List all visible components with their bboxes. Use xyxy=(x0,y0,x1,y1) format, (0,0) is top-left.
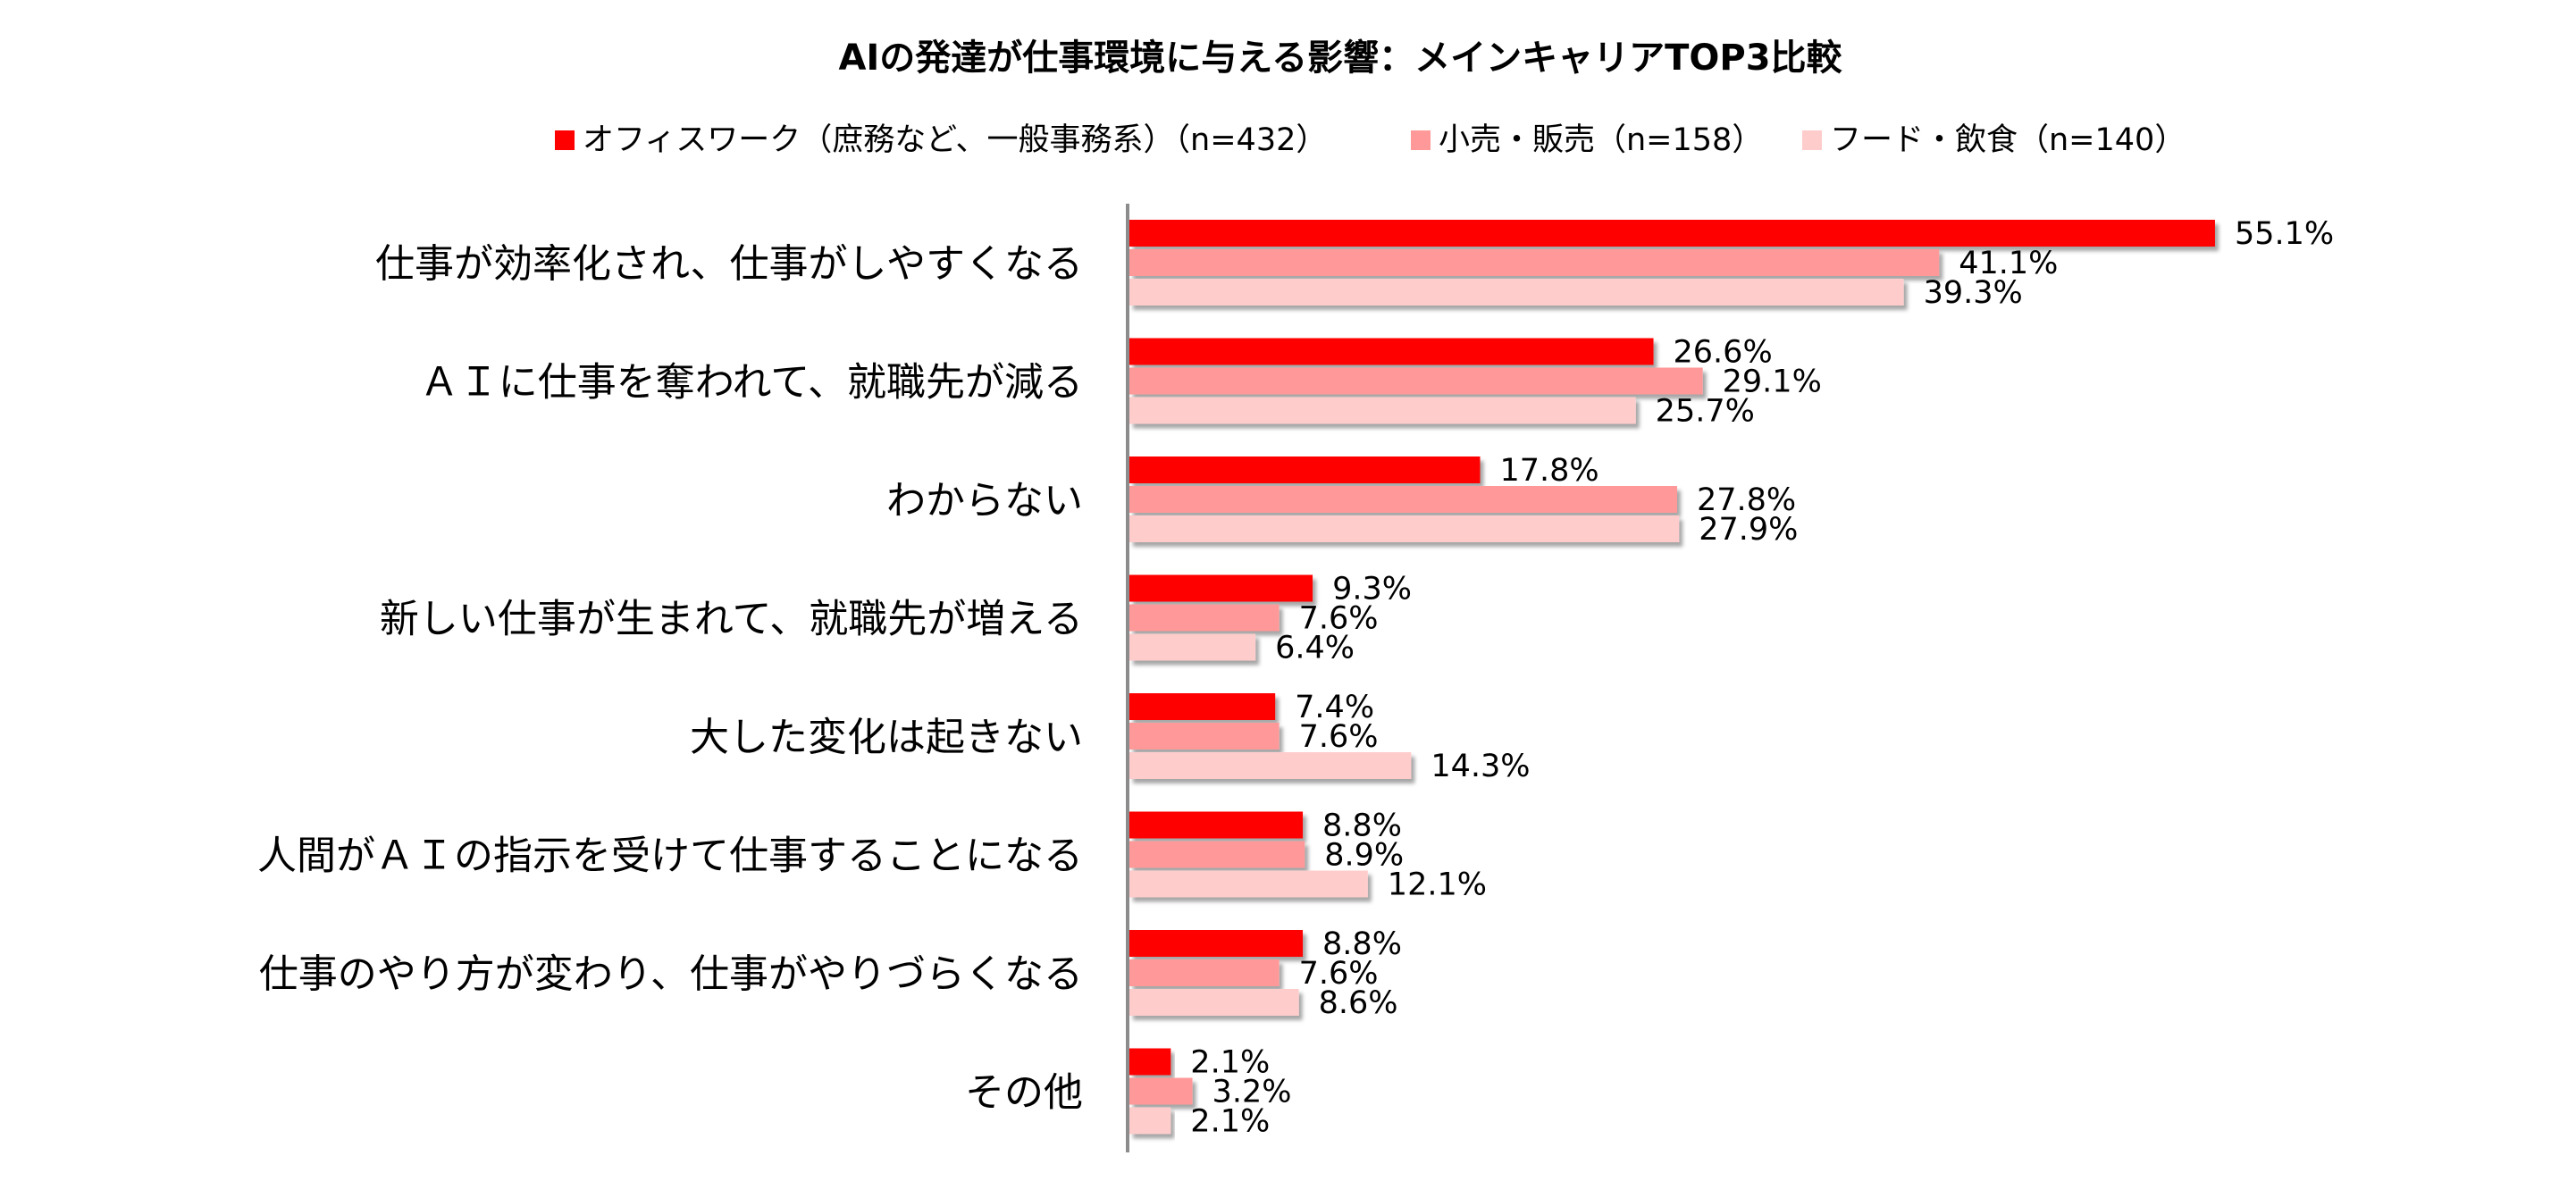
bars xyxy=(1129,220,2215,1135)
bar-4-series-1 xyxy=(1129,574,1313,602)
category-label-7: 仕事のやり方が変わり、仕事がやりづらくなる xyxy=(259,951,1083,997)
bar-5-series-2 xyxy=(1129,723,1280,750)
category-label-1: 仕事が効率化され、仕事がしやすくなる xyxy=(375,241,1083,287)
category-label-8: その他 xyxy=(965,1070,1083,1116)
bar-6-series-2 xyxy=(1129,841,1305,868)
value-label-2-series-1: 26.6% xyxy=(1674,335,1773,371)
bar-3-series-1 xyxy=(1129,456,1481,483)
value-label-4-series-2: 7.6% xyxy=(1299,601,1379,637)
bar-5-series-3 xyxy=(1129,752,1412,779)
value-label-1-series-1: 55.1% xyxy=(2235,216,2334,252)
value-label-6-series-1: 8.8% xyxy=(1322,808,1402,844)
bar-6-series-3 xyxy=(1129,870,1368,898)
legend: オフィスワーク（庶務など、一般事務系）（n=432） 小売・販売（n=158） フー… xyxy=(555,122,2186,158)
bar-2-series-2 xyxy=(1129,367,1703,395)
category-label-4: 新しい仕事が生まれて、就職先が増える xyxy=(380,597,1083,642)
bar-8-series-1 xyxy=(1129,1048,1171,1076)
legend-label-1: オフィスワーク（庶務など、一般事務系）（n=432） xyxy=(583,122,1327,158)
value-label-5-series-1: 7.4% xyxy=(1295,690,1374,725)
legend-swatch-3 xyxy=(1802,130,1822,150)
bar-7-series-3 xyxy=(1129,989,1299,1016)
bar-5-series-1 xyxy=(1129,693,1276,720)
value-label-2-series-3: 25.7% xyxy=(1656,394,1755,430)
value-label-5-series-3: 14.3% xyxy=(1431,749,1530,784)
value-labels: 55.1% 41.1%39.3% 26.6%29.1%25.7% 17.8% 27.8%… xyxy=(1190,216,2334,1140)
legend-label-3: フード・飲食（n=140） xyxy=(1830,122,2186,158)
value-label-1-series-2: 41.1% xyxy=(1959,246,2058,281)
value-label-3-series-1: 17.8% xyxy=(1499,453,1598,489)
bar-3-series-2 xyxy=(1129,486,1677,513)
bar-2-series-1 xyxy=(1129,338,1654,365)
chart-title: AIの発達が仕事環境に与える影響：メインキャリアTOP3比較 xyxy=(838,38,1842,79)
category-label-3: わからない xyxy=(886,478,1083,523)
value-label-3-series-2: 27.8% xyxy=(1697,482,1796,518)
value-label-3-series-3: 27.9% xyxy=(1699,512,1798,548)
category-label-6: 人間がＡＩの指示を受けて仕事することになる xyxy=(257,833,1083,879)
value-label-8-series-3: 2.1% xyxy=(1190,1104,1270,1140)
bar-8-series-3 xyxy=(1129,1107,1171,1135)
value-label-1-series-3: 39.3% xyxy=(1924,275,2023,311)
value-label-8-series-1: 2.1% xyxy=(1190,1045,1270,1081)
bar-1-series-3 xyxy=(1129,279,1904,306)
bar-4-series-2 xyxy=(1129,604,1280,632)
bar-4-series-3 xyxy=(1129,633,1256,661)
category-labels: 仕事が効率化され、仕事がしやすくなる ＡＩに仕事を奪われて、就職先が減るわからない… xyxy=(257,241,1083,1116)
category-label-5: 大した変化は起きない xyxy=(690,715,1083,760)
bar-3-series-3 xyxy=(1129,515,1680,542)
value-label-7-series-1: 8.8% xyxy=(1322,926,1402,962)
value-label-4-series-3: 6.4% xyxy=(1275,631,1355,666)
value-label-7-series-3: 8.6% xyxy=(1319,985,1398,1021)
value-label-6-series-2: 8.9% xyxy=(1324,838,1404,874)
value-label-7-series-2: 7.6% xyxy=(1299,956,1379,992)
value-label-6-series-3: 12.1% xyxy=(1388,867,1487,903)
bar-2-series-3 xyxy=(1129,397,1636,424)
value-label-5-series-2: 7.6% xyxy=(1299,719,1379,755)
category-label-2: ＡＩに仕事を奪われて、就職先が減る xyxy=(420,360,1083,406)
bar-1-series-2 xyxy=(1129,249,1940,276)
bar-7-series-2 xyxy=(1129,959,1280,986)
bar-7-series-1 xyxy=(1129,930,1304,957)
bar-1-series-1 xyxy=(1129,220,2215,247)
legend-swatch-2 xyxy=(1411,130,1431,150)
legend-swatch-1 xyxy=(555,130,575,150)
value-label-8-series-2: 3.2% xyxy=(1212,1075,1292,1110)
legend-label-2: 小売・販売（n=158） xyxy=(1439,122,1763,158)
value-label-4-series-1: 9.3% xyxy=(1332,572,1412,607)
bar-8-series-2 xyxy=(1129,1077,1193,1105)
value-label-2-series-2: 29.1% xyxy=(1723,364,1822,400)
bar-6-series-1 xyxy=(1129,811,1304,839)
